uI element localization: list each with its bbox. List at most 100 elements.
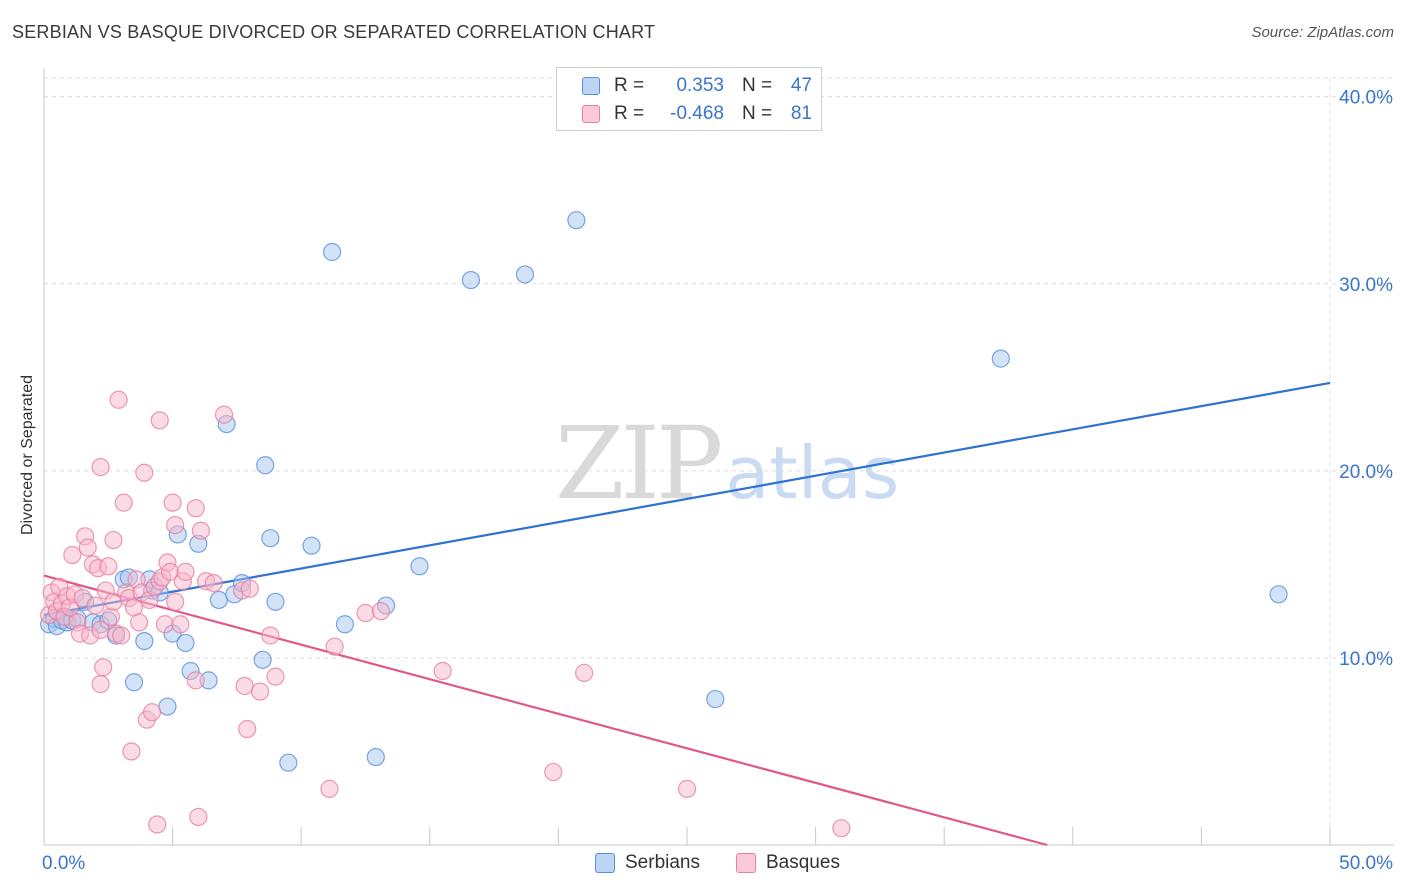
data-point-basques [91, 458, 110, 477]
data-point-serbians [135, 631, 154, 651]
legend-item-serbians[interactable]: Serbians [595, 852, 700, 874]
data-point-basques [112, 626, 131, 645]
data-point-serbians [567, 211, 586, 230]
data-point-basques [186, 499, 205, 518]
legend-n-label: N = [742, 75, 773, 96]
tick-labels: 10.0% 20.0% 30.0% 40.0% 0.0% 50.0% [42, 88, 1393, 874]
data-point-serbians [410, 557, 429, 576]
data-point-basques [235, 676, 254, 696]
data-point-serbians [1269, 585, 1288, 604]
data-point-basques [325, 637, 344, 656]
x-tick-label: 0.0% [42, 853, 85, 874]
y-tick-label: 40.0% [1339, 88, 1393, 109]
data-point-serbians [158, 697, 177, 716]
data-points [40, 211, 1288, 838]
data-point-basques [101, 607, 120, 626]
data-point-basques [163, 493, 182, 512]
y-tick-label: 20.0% [1339, 462, 1393, 483]
legend-label-serbians: Serbians [625, 852, 700, 873]
legend-r-label: R = [614, 75, 645, 96]
legend-item-basques[interactable]: Basques [736, 852, 840, 874]
data-point-serbians [461, 270, 481, 290]
data-point-serbians [322, 242, 342, 262]
data-point-basques [176, 562, 195, 581]
trend-line-serbians [43, 381, 1331, 616]
data-point-basques [150, 411, 169, 430]
data-point-serbians [256, 456, 275, 475]
data-point-serbians [706, 689, 725, 709]
stats-legend: R = 0.353 N = 47 R = -0.468 N = 81 [556, 67, 822, 131]
data-point-basques [240, 579, 259, 598]
data-point-serbians [253, 650, 272, 669]
trend-lines [43, 381, 1331, 847]
y-tick-label: 10.0% [1339, 649, 1393, 670]
data-point-serbians [209, 590, 228, 610]
trend-line-basques [43, 574, 1048, 847]
data-point-basques [130, 613, 149, 632]
data-point-basques [356, 603, 375, 623]
legend-row-basques: R = -0.468 N = 81 [557, 101, 812, 127]
legend-row-serbians: R = 0.353 N = 47 [557, 73, 812, 99]
data-point-basques [104, 530, 123, 550]
data-point-basques [575, 663, 594, 682]
data-point-basques [142, 703, 162, 722]
data-point-basques [320, 779, 339, 798]
data-point-basques [86, 596, 105, 615]
data-point-basques [191, 521, 210, 540]
series-legend: Serbians Basques [0, 852, 1406, 876]
data-point-basques [544, 762, 563, 782]
data-point-basques [91, 675, 110, 694]
data-point-basques [204, 573, 223, 593]
data-point-basques [171, 615, 190, 634]
data-point-serbians [366, 747, 385, 767]
data-point-basques [78, 538, 97, 557]
data-point-basques [238, 719, 257, 739]
data-point-basques [155, 615, 174, 634]
data-point-serbians [176, 633, 195, 653]
data-point-basques [189, 807, 208, 827]
data-point-basques [371, 602, 391, 621]
data-point-serbians [279, 753, 298, 772]
data-point-serbians [991, 349, 1010, 368]
data-point-basques [99, 557, 118, 576]
legend-n-label: N = [742, 103, 773, 124]
data-point-basques [214, 405, 234, 424]
data-point-basques [433, 661, 452, 681]
data-point-basques [186, 671, 205, 690]
data-point-serbians [124, 673, 144, 692]
data-point-serbians [515, 265, 535, 284]
data-point-serbians [335, 615, 355, 634]
data-point-basques [109, 390, 128, 409]
data-point-basques [166, 516, 185, 535]
axes [43, 68, 1394, 846]
data-point-basques [94, 658, 113, 677]
chart-title: SERBIAN VS BASQUE DIVORCED OR SEPARATED … [12, 22, 656, 42]
data-point-basques [114, 493, 133, 512]
legend-r-value: 0.353 [676, 75, 724, 96]
legend-swatch-serbians [582, 77, 600, 95]
data-point-basques [832, 819, 851, 838]
data-point-basques [148, 815, 167, 834]
data-point-basques [261, 626, 280, 645]
data-point-serbians [302, 536, 321, 555]
legend-swatch-basques [582, 105, 600, 123]
data-point-serbians [261, 529, 280, 548]
legend-label-basques: Basques [766, 852, 840, 873]
data-point-basques [250, 682, 270, 701]
y-tick-label: 30.0% [1339, 275, 1393, 296]
data-point-basques [166, 592, 185, 611]
legend-swatch-serbians [595, 853, 615, 873]
data-point-basques [122, 742, 141, 761]
legend-r-label: R = [614, 103, 645, 124]
data-point-basques [135, 463, 154, 482]
legend-swatch-basques [736, 853, 756, 873]
x-tick-label: 50.0% [1339, 853, 1393, 874]
data-point-basques [677, 779, 697, 798]
legend-n-value: 81 [790, 103, 812, 124]
chart-source: Source: ZipAtlas.com [1251, 24, 1394, 41]
legend-r-value: -0.468 [670, 103, 724, 124]
data-point-serbians [266, 592, 285, 611]
data-point-basques [266, 667, 285, 686]
data-point-basques [63, 545, 82, 565]
